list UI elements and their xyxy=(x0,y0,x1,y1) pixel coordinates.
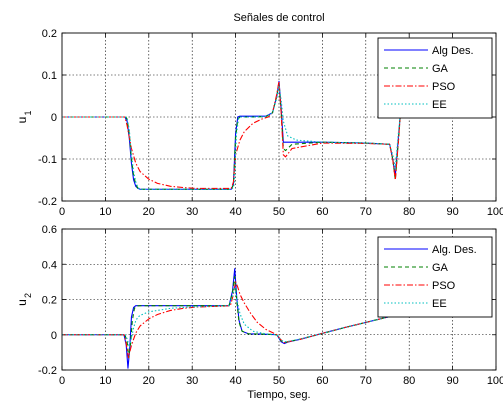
y-tick-label: 0.2 xyxy=(42,28,57,40)
x-tick-label: 70 xyxy=(360,375,372,387)
y-axis-label: u2 xyxy=(15,293,33,306)
axes-frame xyxy=(61,228,497,371)
legend-box xyxy=(377,37,493,119)
x-tick-label: 60 xyxy=(316,375,328,387)
series-group xyxy=(62,80,402,190)
legend: Alg Des. GA PSO EE xyxy=(377,37,493,119)
x-tick-label: 70 xyxy=(360,206,372,218)
y-axis-label: u1 xyxy=(15,110,33,123)
series-line-3 xyxy=(62,80,402,189)
y-tick-label: 0 xyxy=(51,330,57,342)
y-axis-label-sub: 2 xyxy=(23,293,33,298)
legend-label: PSO xyxy=(432,280,456,292)
x-tick-label: 0 xyxy=(59,375,65,387)
legend-label: GA xyxy=(432,63,449,75)
y-axis-label-main: u xyxy=(15,117,29,124)
x-tick-label: 30 xyxy=(186,375,198,387)
x-tick-label: 10 xyxy=(99,206,111,218)
x-tick-label: 40 xyxy=(229,206,241,218)
x-tick-label: 10 xyxy=(99,375,111,387)
legend-label: GA xyxy=(432,262,449,274)
y-tick-label: 0.2 xyxy=(42,295,57,307)
x-tick-label: 80 xyxy=(403,375,415,387)
x-tick-label: 20 xyxy=(143,206,155,218)
y-tick-label: 0 xyxy=(51,112,57,124)
legend-label: PSO xyxy=(432,81,456,93)
y-tick-label: -0.1 xyxy=(38,154,57,166)
x-tick-label: 100 xyxy=(487,375,503,387)
subplot-2: 0 10 20 30 40 50 60 70 80 90 100-0.200.20.40.6Tiem… xyxy=(15,224,503,401)
y-axis-label-sub: 1 xyxy=(23,110,33,115)
x-tick-label: 40 xyxy=(229,375,241,387)
legend-label: EE xyxy=(432,298,447,310)
x-tick-label: 60 xyxy=(316,206,328,218)
legend-label: Alg. Des. xyxy=(432,244,477,256)
legend-label: Alg Des. xyxy=(432,45,474,57)
legend-box xyxy=(377,236,493,318)
x-axis-label: Tiempo, seg. xyxy=(247,389,310,401)
legend: Alg. Des. GA PSO EE xyxy=(377,236,493,318)
series-group xyxy=(62,268,401,369)
y-tick-label: 0.1 xyxy=(42,70,57,82)
y-tick-label: 0.6 xyxy=(42,224,57,236)
series-line-4 xyxy=(62,84,402,190)
x-tick-label: 30 xyxy=(186,206,198,218)
series-line-2 xyxy=(62,276,401,359)
y-tick-label: -0.2 xyxy=(38,196,57,208)
x-tick-label: 80 xyxy=(403,206,415,218)
x-tick-label: 90 xyxy=(446,206,458,218)
chart-title: Señales de control xyxy=(233,12,324,24)
x-tick-label: 20 xyxy=(143,375,155,387)
x-tick-label: 50 xyxy=(273,375,285,387)
y-tick-label: -0.2 xyxy=(38,365,57,377)
x-tick-label: 0 xyxy=(59,206,65,218)
subplot-1: 0 10 20 30 40 50 60 70 80 90 100 -0.2 -0.1 0 0.1 0.2 Señ… xyxy=(15,12,503,218)
axes-frame xyxy=(61,32,497,202)
legend-label: EE xyxy=(432,99,447,111)
x-tick-label: 50 xyxy=(273,206,285,218)
x-tick-label: 90 xyxy=(446,375,458,387)
y-tick-label: 0.4 xyxy=(42,259,57,271)
x-tick-label: 100 xyxy=(487,206,503,218)
y-axis-label-main: u xyxy=(15,299,29,306)
